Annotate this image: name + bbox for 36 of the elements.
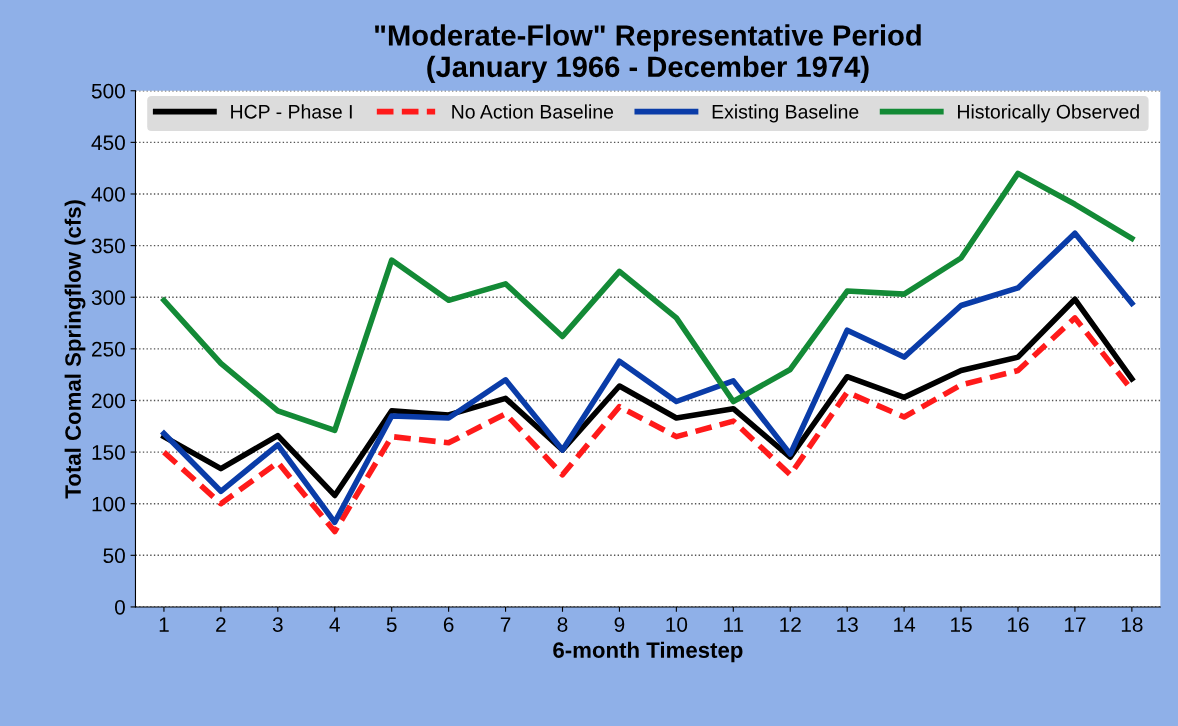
chart-title: "Moderate-Flow" Representative Period (January 1966 - December 1974)	[375, 24, 921, 83]
x-axis-title: 6-month Timestep	[553, 641, 743, 663]
x-tick-label: 7	[500, 617, 511, 632]
legend-label: Historically Observed	[958, 104, 1139, 123]
x-tick-label: 12	[780, 617, 801, 632]
legend-label: Existing Baseline	[712, 104, 859, 123]
x-tick-label: 6	[443, 617, 454, 632]
x-tick-label: 5	[386, 617, 397, 632]
x-tick-label: 15	[951, 617, 972, 632]
x-tick-label: 13	[837, 617, 858, 632]
y-tick-label: 350	[91, 238, 125, 254]
y-tick-label: 0	[114, 599, 125, 615]
x-tick-label: 17	[1064, 617, 1086, 632]
y-tick-label: 250	[92, 341, 125, 357]
x-tick-label: 8	[557, 617, 568, 632]
y-axis-title: Total Comal Springflow (cfs)	[64, 200, 86, 499]
y-tick-label: 100	[92, 496, 125, 512]
y-tick-label: 150	[92, 445, 125, 460]
y-tick-label: 500	[91, 83, 125, 99]
x-tick-label: 9	[614, 617, 625, 632]
x-tick-label: 18	[1121, 617, 1143, 632]
x-tick-label: 2	[216, 617, 226, 632]
x-tick-label: 4	[329, 617, 340, 632]
y-tick-label: 50	[103, 548, 125, 564]
y-tick-label: 400	[91, 186, 125, 202]
y-tick-label: 300	[91, 290, 125, 305]
x-tick-label: 14	[894, 617, 916, 632]
x-tick-label: 11	[724, 617, 744, 632]
legend-label: HCP - Phase I	[231, 104, 352, 119]
x-tick-label: 16	[1007, 617, 1029, 632]
x-tick-label: 3	[272, 617, 283, 632]
x-tick-label: 1	[159, 617, 169, 632]
y-tick-label: 200	[92, 393, 125, 409]
x-tick-label: 10	[666, 617, 688, 632]
y-tick-label: 450	[91, 135, 125, 151]
legend-label: No Action Baseline	[452, 104, 614, 119]
